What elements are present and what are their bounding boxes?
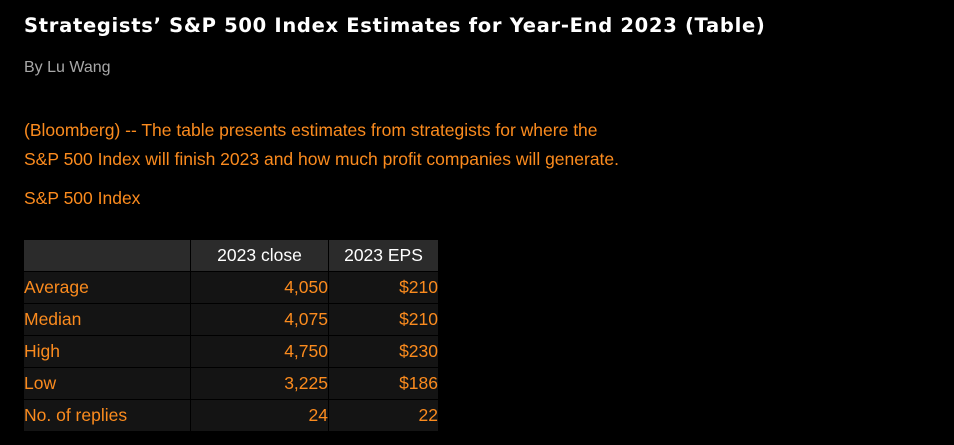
table-row: Average 4,050 $210 [24, 271, 439, 304]
close-value: 4,750 [190, 335, 329, 368]
row-label: Low [24, 367, 191, 400]
eps-value: $210 [328, 271, 439, 304]
article-body-line: S&P 500 Index will finish 2023 and how m… [24, 149, 620, 169]
estimates-table: 2023 close 2023 EPS Average 4,050 $210 M… [24, 240, 439, 432]
table-row: High 4,750 $230 [24, 335, 439, 368]
row-label: High [24, 335, 191, 368]
table-row: Median 4,075 $210 [24, 303, 439, 336]
table-row: Low 3,225 $186 [24, 367, 439, 400]
header-cell-blank [24, 240, 191, 272]
close-value: 3,225 [190, 367, 329, 400]
close-value: 4,075 [190, 303, 329, 336]
close-value: 24 [190, 399, 329, 432]
table-header-row: 2023 close 2023 EPS [24, 240, 439, 272]
header-cell-2023-eps: 2023 EPS [328, 240, 439, 272]
table-caption: S&P 500 Index [24, 188, 141, 208]
eps-value: 22 [328, 399, 439, 432]
header-cell-2023-close: 2023 close [190, 240, 329, 272]
article-body-line: (Bloomberg) -- The table presents estima… [24, 120, 598, 140]
article-body: (Bloomberg) -- The table presents estima… [24, 116, 884, 174]
row-label: Median [24, 303, 191, 336]
row-label: No. of replies [24, 399, 191, 432]
close-value: 4,050 [190, 271, 329, 304]
article-byline: By Lu Wang [24, 59, 111, 76]
eps-value: $186 [328, 367, 439, 400]
article-headline: Strategists’ S&P 500 Index Estimates for… [24, 14, 766, 37]
eps-value: $230 [328, 335, 439, 368]
eps-value: $210 [328, 303, 439, 336]
table-row: No. of replies 24 22 [24, 399, 439, 432]
row-label: Average [24, 271, 191, 304]
